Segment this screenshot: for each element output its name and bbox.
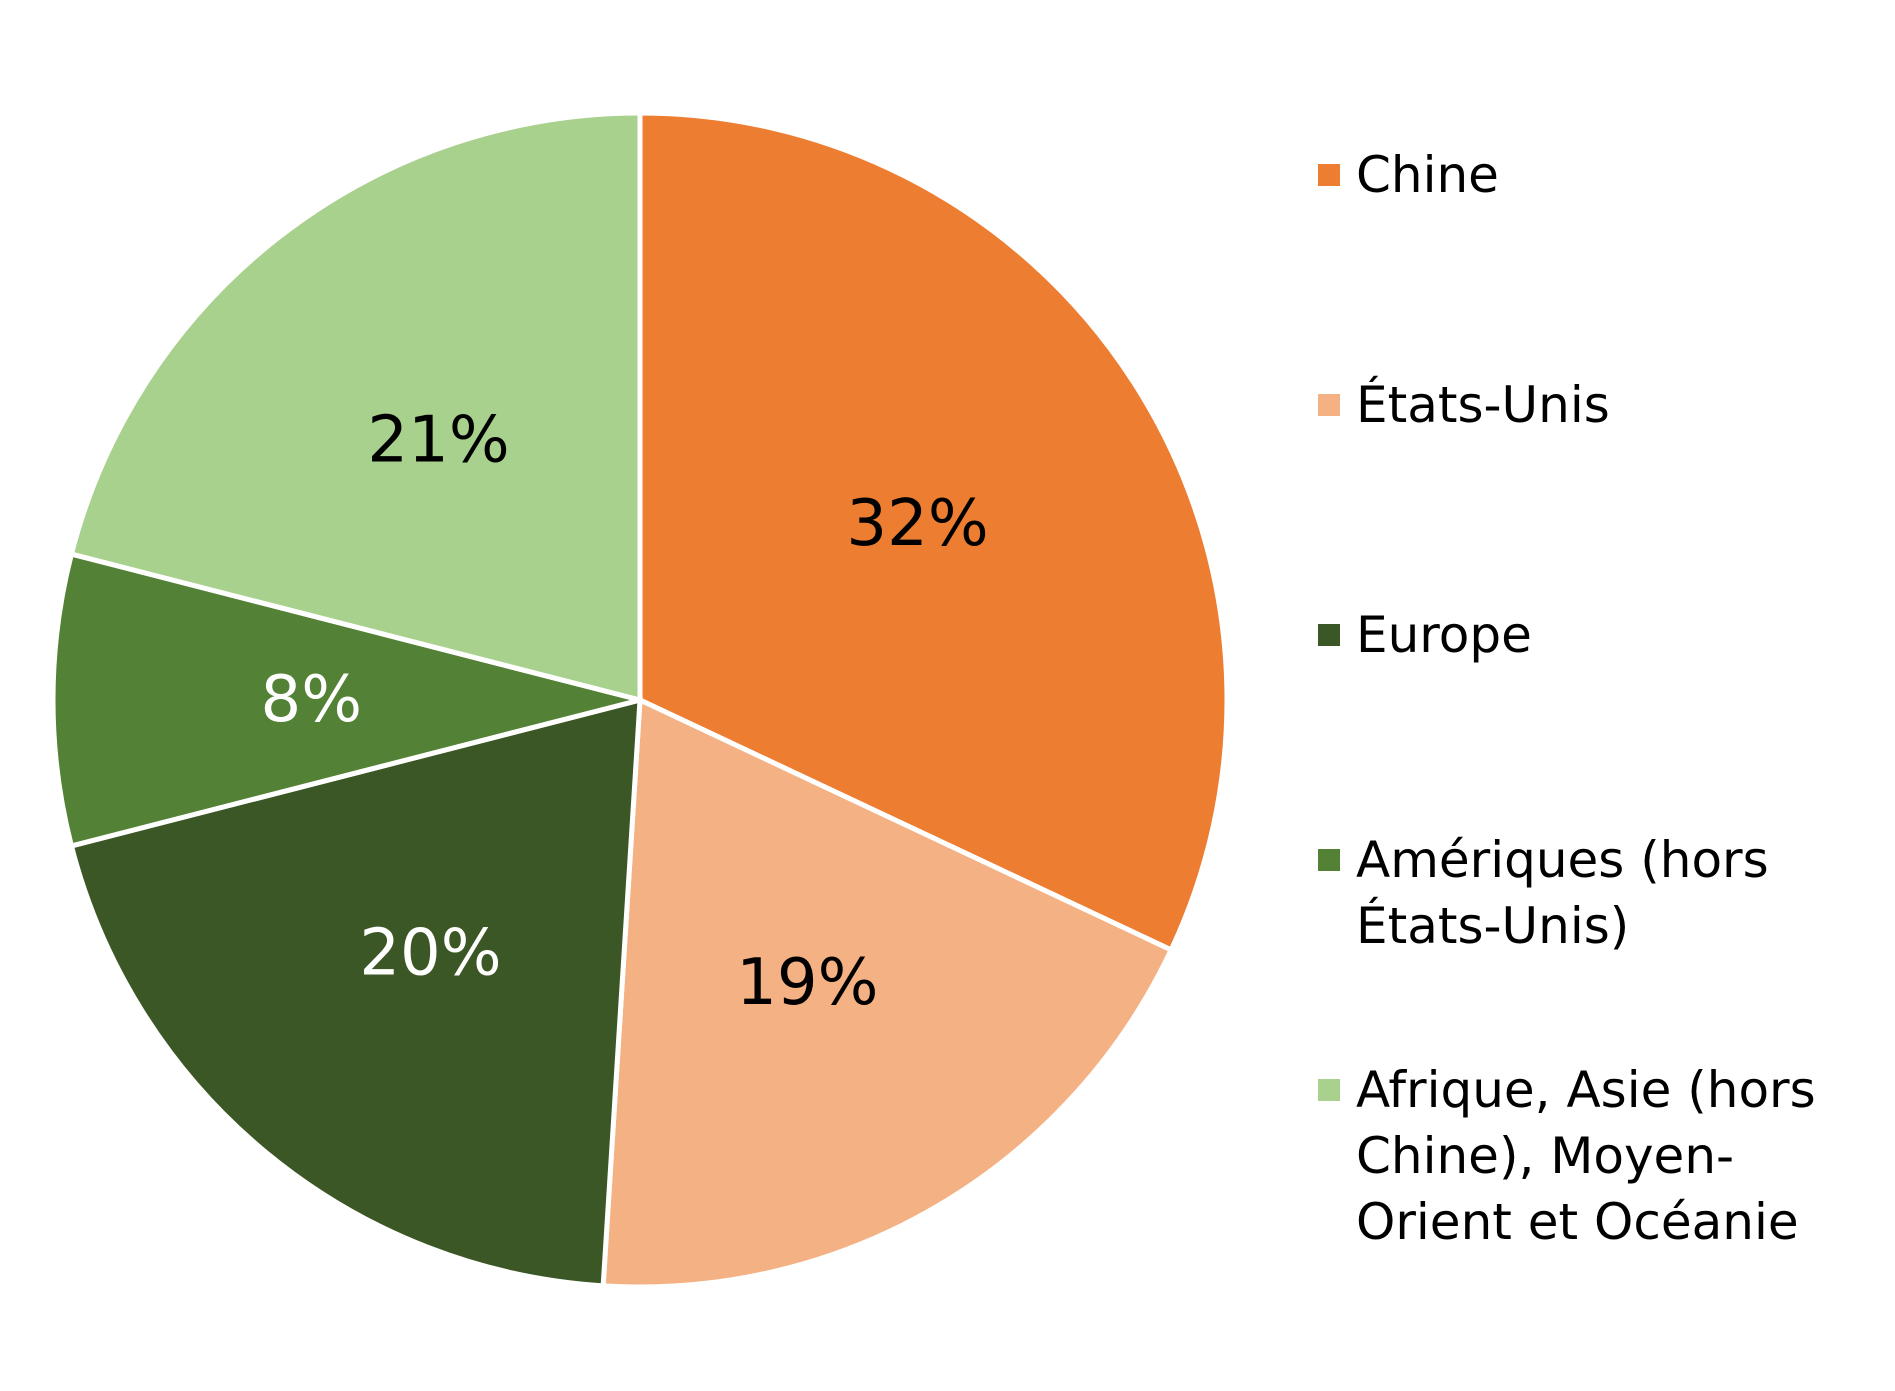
- legend-entry-ameriques-hors-etats-unis: Amériques (hors États-Unis): [1318, 831, 1769, 955]
- legend-label-line: États-Unis): [1356, 896, 1629, 955]
- pie-slice-ameriques-hors-etats-unis: [50, 550, 641, 850]
- legend-marker: [1318, 1079, 1340, 1101]
- legend-marker: [1318, 394, 1340, 416]
- legend-label-line: États-Unis: [1356, 375, 1610, 434]
- legend-label-line: Chine), Moyen-: [1356, 1127, 1734, 1185]
- legend-marker: [1318, 164, 1340, 186]
- legend: Chine États-Unis Europe Amériques (hors État…: [1318, 146, 1816, 1251]
- pie-slice-afrique-asie-hors-chine-moyen-orient-et-oceanie: [68, 110, 643, 704]
- legend-label-line: Europe: [1356, 606, 1532, 664]
- legend-entry-etats-unis: États-Unis: [1318, 375, 1610, 434]
- data-label-chine: 32%: [846, 487, 988, 561]
- data-label-afrique-asie-hors-chine-moyen-orient-et-oceanie: 21%: [367, 403, 509, 477]
- legend-entry-chine: Chine: [1318, 146, 1499, 204]
- data-label-europe: 20%: [359, 916, 501, 990]
- legend-label-line: Orient et Océanie: [1356, 1193, 1799, 1251]
- legend-entry-europe: Europe: [1318, 606, 1532, 664]
- legend-marker: [1318, 624, 1340, 646]
- pie-slice-etats-unis: [600, 696, 1175, 1290]
- data-label-ameriques-hors-etats-unis: 8%: [261, 663, 363, 737]
- legend-marker: [1318, 849, 1340, 871]
- legend-label-line: Amériques (hors: [1356, 831, 1769, 889]
- legend-entry-afrique-asie-hors-chine-moyen-orient-et-oceanie: Afrique, Asie (hors Chine), Moyen- Orient …: [1318, 1061, 1816, 1251]
- legend-label-line: Afrique, Asie (hors: [1356, 1061, 1816, 1119]
- pie-slice-chine: [637, 110, 1230, 954]
- legend-label-line: Chine: [1356, 146, 1499, 204]
- pie-slice-europe: [68, 696, 643, 1289]
- data-label-etats-unis: 19%: [736, 946, 878, 1020]
- pie-slices: [50, 110, 1230, 1290]
- pie-data-labels: 32% 19% 20% 8% 21%: [261, 403, 989, 1020]
